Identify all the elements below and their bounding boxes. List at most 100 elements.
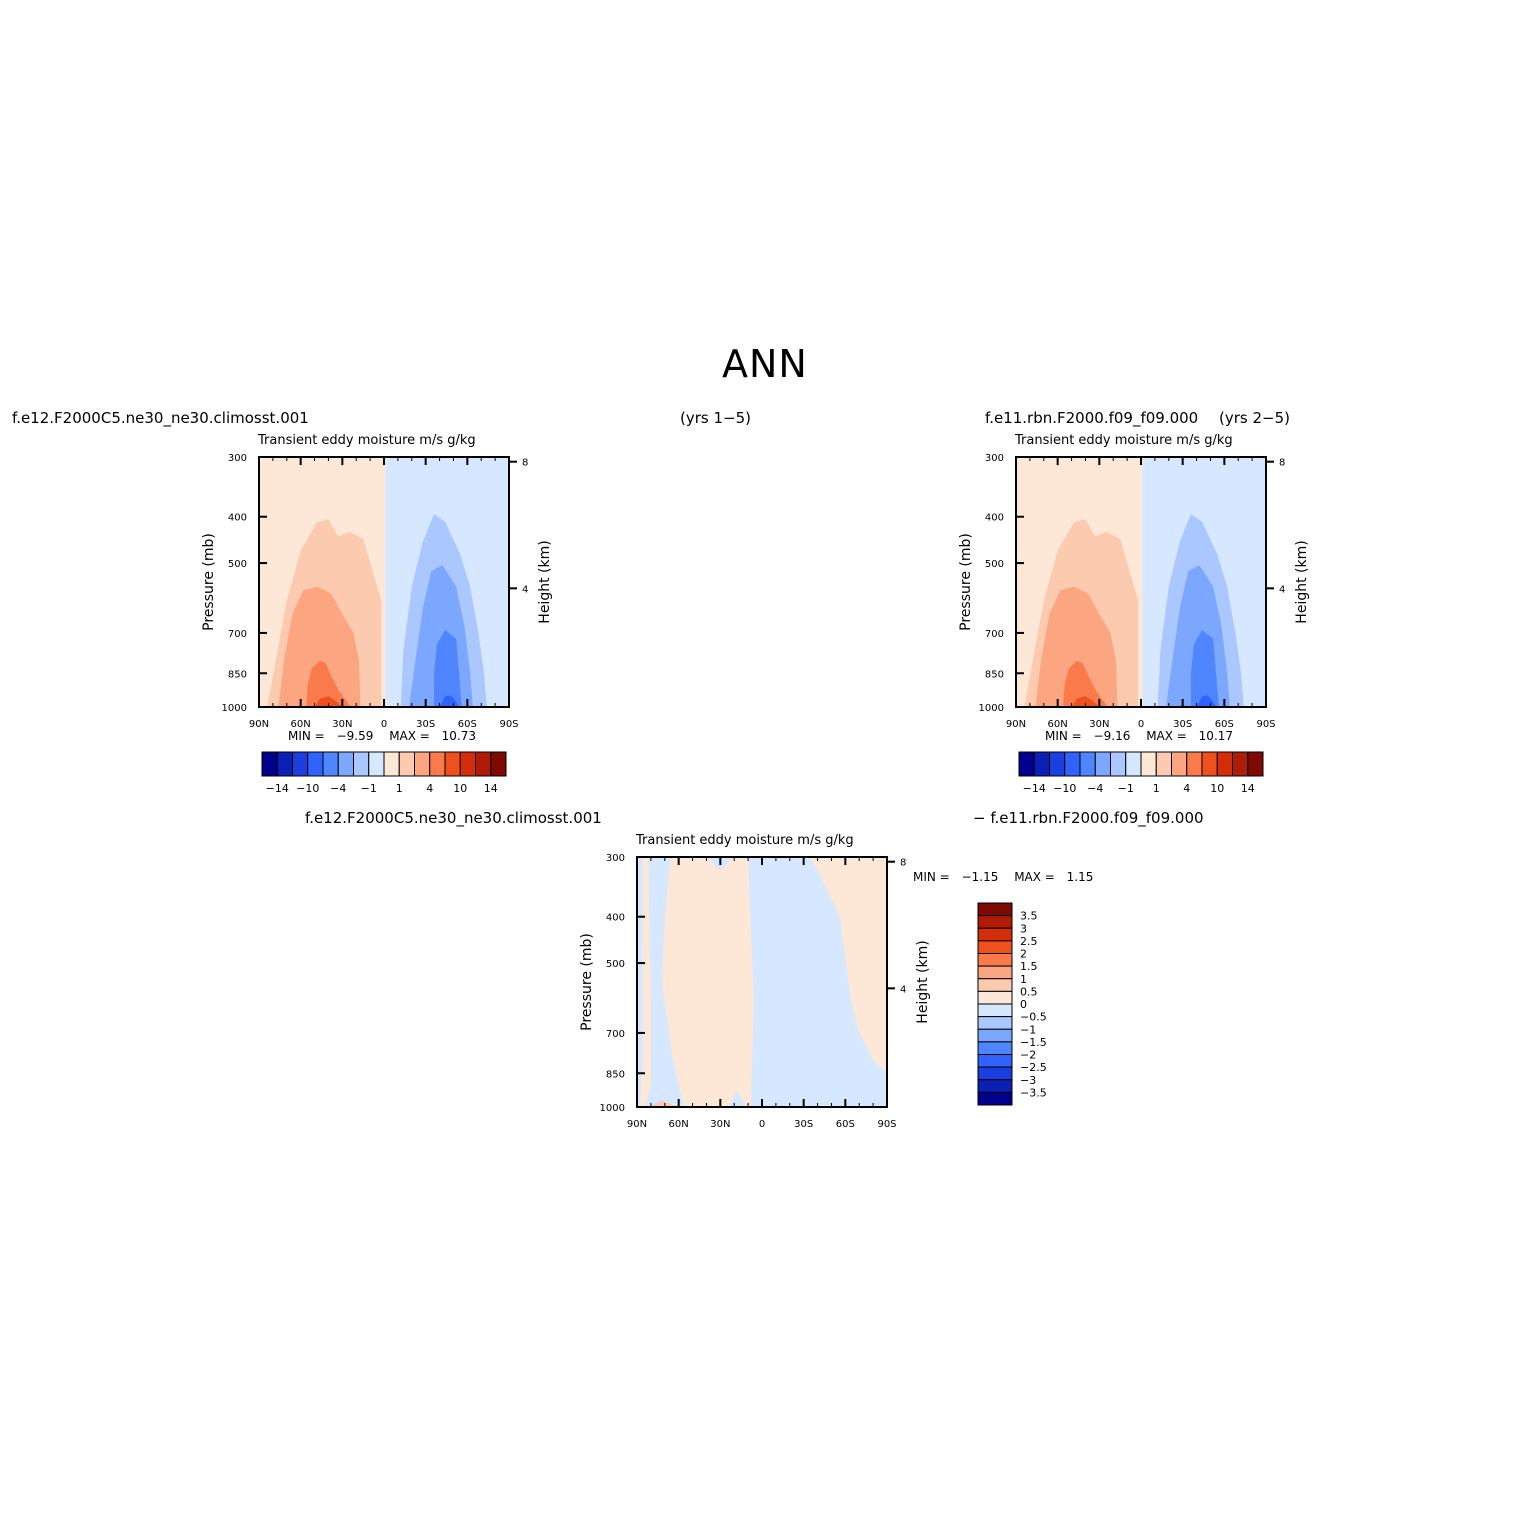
x-tick-label: 60N: [669, 1119, 689, 1130]
colorbar-swatch: [1094, 751, 1111, 777]
colorbar-label: 2: [1020, 948, 1027, 961]
colorbar-label: 4: [426, 782, 433, 795]
colorbar-swatch: [307, 751, 324, 777]
colorbar-label: −4: [330, 782, 346, 795]
colorbar-swatch: [490, 751, 507, 777]
colorbar-label: 10: [1210, 782, 1224, 795]
positive-band-3: [809, 857, 887, 1074]
max-label: MAX =: [1146, 729, 1187, 743]
colorbar-swatch: [353, 751, 370, 777]
positive-band-2: [662, 857, 754, 1107]
y-tick-label: 1000: [979, 703, 1004, 714]
colorbar-swatch: [977, 978, 1013, 992]
colorbar-label: 4: [1183, 782, 1190, 795]
x-tick-label: 30S: [794, 1119, 813, 1130]
panel1-stats: MIN = −9.59 MAX = 10.73: [288, 729, 476, 743]
colorbar-label: −1.5: [1020, 1036, 1047, 1049]
colorbar-swatch: [368, 751, 385, 777]
y-tick-label: 400: [606, 913, 625, 924]
colorbar-swatch: [459, 751, 476, 777]
colorbar-swatch: [276, 751, 293, 777]
x-tick-label: 90N: [249, 719, 269, 730]
colorbar-swatch: [977, 990, 1013, 1005]
x-tick-label: 90N: [1006, 719, 1026, 730]
colorbar-swatch: [1201, 751, 1218, 777]
x-tick-label: 30N: [1089, 719, 1109, 730]
right-tick-label: 4: [522, 584, 528, 595]
panel3-case-name: f.e12.F2000C5.ne30_ne30.climosst.001: [305, 809, 602, 827]
y-axis-label: Pressure (mb): [579, 933, 595, 1031]
colorbar-label: −14: [1023, 782, 1046, 795]
x-tick-label: 60S: [836, 1119, 855, 1130]
colorbar-label: −3: [1020, 1074, 1036, 1087]
x-tick-label: 60N: [1048, 719, 1068, 730]
colorbar-swatch: [977, 927, 1013, 942]
max-label: MAX =: [1014, 870, 1055, 884]
colorbar-swatch: [414, 751, 431, 777]
colorbar-label: 1: [1153, 782, 1160, 795]
y-tick-label: 500: [606, 959, 625, 970]
y-tick-label: 400: [985, 513, 1004, 524]
colorbar-label: −3.5: [1020, 1086, 1047, 1099]
positive-contour-2: [1035, 586, 1118, 707]
min-label: MIN =: [288, 729, 325, 743]
colorbar-swatch: [398, 751, 415, 777]
colorbar-swatch: [261, 751, 278, 777]
y-tick-label: 850: [228, 669, 247, 680]
negative-contour-4: [1196, 695, 1216, 707]
y-tick-label: 850: [606, 1069, 625, 1080]
colorbar-label: 10: [453, 782, 467, 795]
y-tick-label: 1000: [600, 1103, 625, 1114]
x-tick-label: 30S: [1173, 719, 1192, 730]
panel2-variable-label: Transient eddy moisture m/s g/kg: [1015, 433, 1233, 448]
colorbar-label: 3.5: [1020, 910, 1038, 923]
y-tick-label: 300: [606, 853, 625, 864]
positive-band-1: [639, 857, 651, 1107]
right-tick-label: 4: [900, 984, 906, 995]
colorbar-swatch: [1125, 751, 1142, 777]
colorbar-swatch: [1079, 751, 1096, 777]
colorbar: −14 −10 −4 −1 1 4 10 14: [1018, 751, 1264, 795]
colorbar-label: 14: [1241, 782, 1255, 795]
max-label: MAX =: [389, 729, 430, 743]
positive-contour-4: [314, 696, 343, 707]
positive-contour-3: [1063, 660, 1108, 707]
colorbar-swatch: [337, 751, 354, 777]
x-tick-label: 60S: [1215, 719, 1234, 730]
colorbar-swatch: [1232, 751, 1249, 777]
colorbar-swatch: [1049, 751, 1066, 777]
colorbar-swatch: [1171, 751, 1188, 777]
colorbar-swatch: [977, 915, 1013, 929]
colorbar-swatch: [977, 1016, 1013, 1030]
colorbar-swatch: [977, 1091, 1013, 1106]
y-tick-label: 500: [985, 559, 1004, 570]
colorbar-label: 14: [484, 782, 498, 795]
right-tick-label: 8: [1279, 458, 1285, 469]
y-tick-label: 700: [606, 1029, 625, 1040]
colorbar-swatch: [1216, 751, 1233, 777]
colorbar-swatch: [977, 965, 1013, 980]
page-title: ANN: [722, 342, 808, 386]
colorbar-label: 1: [396, 782, 403, 795]
colorbar-swatch: [292, 751, 309, 777]
colorbar-swatch: [977, 1079, 1013, 1093]
x-tick-label: 0: [759, 1119, 765, 1130]
colorbar-swatch: [977, 902, 1013, 917]
colorbar-swatch: [1247, 751, 1264, 777]
positive-contour-2: [278, 586, 361, 707]
colorbar-swatch: [1064, 751, 1081, 777]
colorbar-label: −1: [1020, 1023, 1036, 1036]
negative-contour-3: [434, 630, 462, 707]
max-value: 1.15: [1066, 870, 1094, 884]
right-tick-label: 8: [900, 858, 906, 869]
negative-contour-3: [1191, 630, 1219, 707]
panel3-minus-case: − f.e11.rbn.F2000.f09_f09.000: [973, 809, 1204, 827]
x-tick-label: 90N: [627, 1119, 647, 1130]
colorbar-swatch: [444, 751, 461, 777]
colorbar-label: −10: [296, 782, 319, 795]
y-axis-label: Pressure (mb): [201, 533, 217, 631]
